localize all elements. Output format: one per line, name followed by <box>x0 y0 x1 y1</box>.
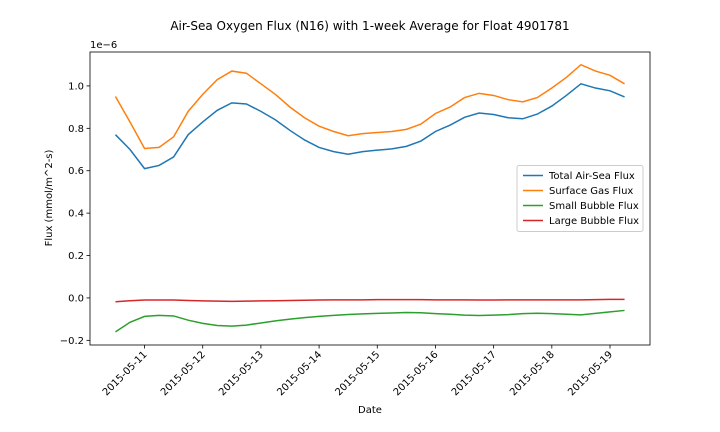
y-axis-label: Flux (mmol/m^2-s) <box>44 149 55 246</box>
y-tick-label: 0.0 <box>68 293 84 304</box>
axes-frame <box>89 51 651 346</box>
legend-label: Surface Gas Flux <box>549 186 633 197</box>
series-line <box>114 82 625 170</box>
legend: Total Air-Sea Flux Surface Gas Flux Small … <box>516 165 644 232</box>
series-line <box>114 63 625 150</box>
series-line <box>115 309 625 333</box>
legend-label: Large Bubble Flux <box>549 216 639 227</box>
y-offset-text: 1e−6 <box>90 40 117 51</box>
y-tick-label: 0.2 <box>68 251 84 262</box>
y-tick-label: 0.6 <box>68 166 84 177</box>
y-tick-label: 0.8 <box>68 124 84 135</box>
chart-title: Air-Sea Oxygen Flux (N16) with 1-week Av… <box>170 19 569 33</box>
legend-box <box>516 165 644 232</box>
y-tick-label: −0.2 <box>60 336 84 347</box>
legend-label: Small Bubble Flux <box>549 201 639 212</box>
y-tick-label: 0.4 <box>68 209 84 220</box>
x-axis-label: Date <box>358 405 382 416</box>
y-tick-label: 1.0 <box>68 81 84 92</box>
series-line <box>115 298 625 303</box>
legend-label: Total Air-Sea Flux <box>548 171 635 182</box>
